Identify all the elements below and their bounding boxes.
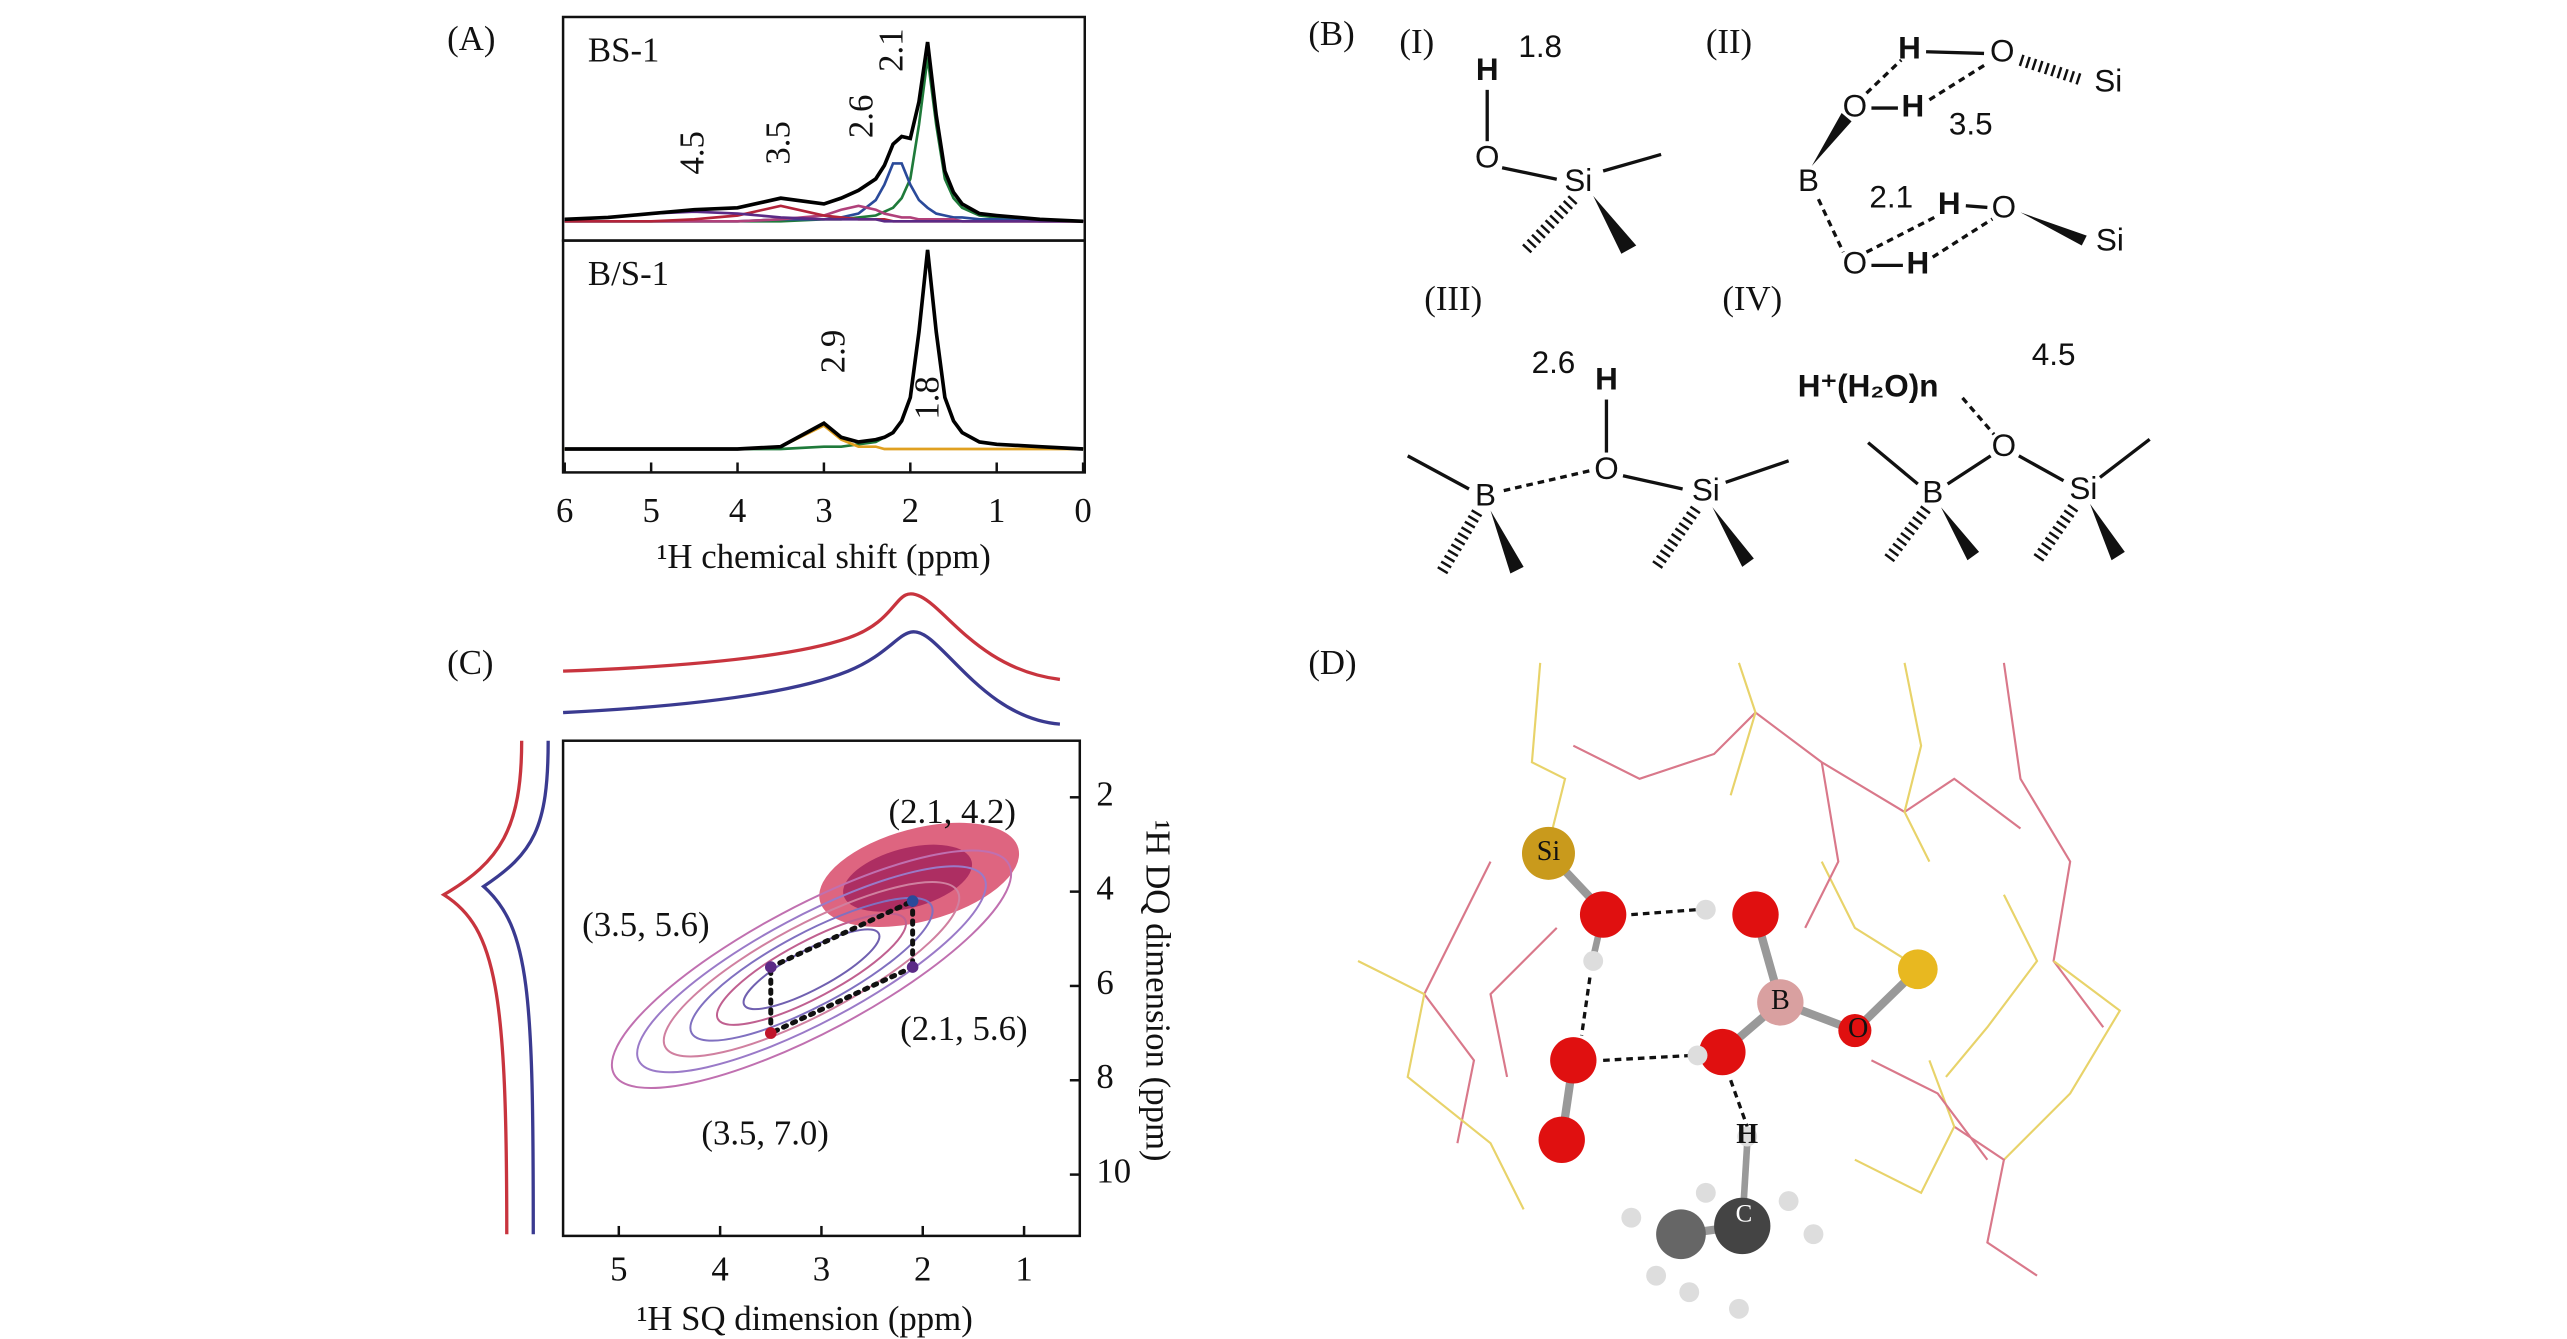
subplot-label: B/S-1 [588, 254, 669, 293]
panel-label: (B) [1308, 14, 1354, 53]
y-tick-label: 4 [1096, 869, 1113, 908]
x-tick-label: 1 [1015, 1249, 1032, 1288]
structure-text: 2.6 [1532, 345, 1576, 380]
x-tick-label: 5 [610, 1249, 627, 1288]
structure-text: Si [1564, 163, 1592, 198]
structure-text: H⁺(H₂O)n [1798, 368, 1939, 403]
structure-text: Si [1692, 473, 1720, 508]
structure-text: Si [2069, 471, 2097, 506]
cross-peak [764, 1027, 777, 1039]
structure-text: Si [2094, 64, 2122, 99]
x-axis-label: ¹H SQ dimension (ppm) [637, 1299, 973, 1338]
spectrum-line [564, 210, 1084, 223]
x-tick-label: 1 [988, 491, 1005, 530]
atom-label: C [1736, 1201, 1753, 1228]
x-tick-label: 4 [729, 491, 746, 530]
structure-bonds [1406, 50, 2151, 577]
x-tick-label: 0 [1074, 491, 1091, 530]
peak-label: 4.5 [673, 131, 712, 174]
x-tick-label: 3 [815, 491, 832, 530]
panel-label: (D) [1308, 643, 1356, 682]
connector [768, 964, 916, 1036]
structure-text: 1.8 [1518, 29, 1562, 64]
y-tick-label: 10 [1096, 1152, 1131, 1191]
x-axis-label: ¹H chemical shift (ppm) [657, 537, 991, 576]
y-tick-label: 2 [1096, 774, 1113, 813]
structure-label: (III) [1424, 279, 1482, 318]
x-tick-label: 5 [642, 491, 659, 530]
panel-label: (A) [447, 19, 495, 58]
peak-label: 2.6 [841, 95, 880, 138]
structure-text: H [1938, 186, 1961, 221]
structure-text: B [1922, 474, 1943, 509]
structure-text: 4.5 [2032, 337, 2076, 372]
y-tick-label: 8 [1096, 1057, 1113, 1096]
x-tick-label: 2 [914, 1249, 931, 1288]
structure-text: O [1594, 451, 1618, 486]
x-tick-label: 2 [902, 491, 919, 530]
atom-label: B [1771, 985, 1790, 1016]
peak-label: 2.1 [871, 28, 910, 71]
contour-plot [440, 592, 1061, 1235]
subplot-label: BS-1 [588, 30, 659, 69]
cross-peak-label: (2.1, 4.2) [889, 792, 1016, 831]
structure-text: H [1898, 30, 1921, 65]
structure-text: O [1843, 246, 1867, 281]
cross-peak-label: (3.5, 5.6) [582, 905, 709, 944]
cross-peak [906, 895, 919, 907]
structure-text: H [1595, 362, 1618, 397]
cross-peak [906, 961, 919, 973]
peak-label: 2.9 [813, 330, 852, 373]
structure-text: O [1843, 88, 1867, 123]
structure-text: O [1992, 189, 2016, 224]
peak-label: 3.5 [759, 121, 798, 164]
structure-text: H [1906, 246, 1929, 281]
structure-text: H [1476, 52, 1499, 87]
x-tick-label: 6 [556, 491, 573, 530]
molecule [1521, 826, 1938, 1319]
structure-text: B [1475, 478, 1496, 513]
structure-label: (I) [1399, 22, 1434, 61]
connector [768, 898, 916, 970]
panel-label: (C) [447, 643, 493, 682]
structure-text: O [1992, 428, 2016, 463]
structure-text: B [1798, 163, 1819, 198]
atom-label: H [1736, 1119, 1758, 1150]
spectrum-line [564, 249, 1084, 451]
cross-peak-label: (3.5, 7.0) [701, 1114, 828, 1153]
structure-text: O [1475, 140, 1499, 175]
structure-text: O [1990, 34, 2014, 69]
framework-wireframe [1357, 662, 2122, 1277]
cross-peak-label: (2.1, 5.6) [900, 1009, 1027, 1048]
structure-text: Si [2096, 223, 2124, 258]
spectrum-line [564, 41, 1084, 224]
atom-label: Si [1537, 836, 1561, 867]
atom-label: O [1848, 1013, 1868, 1044]
structure-text: 3.5 [1949, 107, 1993, 142]
structure-text: H [1901, 88, 1924, 123]
x-tick-label: 3 [813, 1249, 830, 1288]
cross-peak [764, 961, 777, 973]
structure-label: (IV) [1722, 279, 1782, 318]
y-axis-label: ¹H DQ dimension (ppm) [1138, 820, 1177, 1162]
structure-label: (II) [1706, 22, 1752, 61]
peak-label: 1.8 [908, 376, 947, 419]
spectrum-line [564, 57, 1084, 223]
y-tick-label: 6 [1096, 963, 1113, 1002]
x-tick-label: 4 [711, 1249, 728, 1288]
structure-text: 2.1 [1869, 179, 1913, 214]
